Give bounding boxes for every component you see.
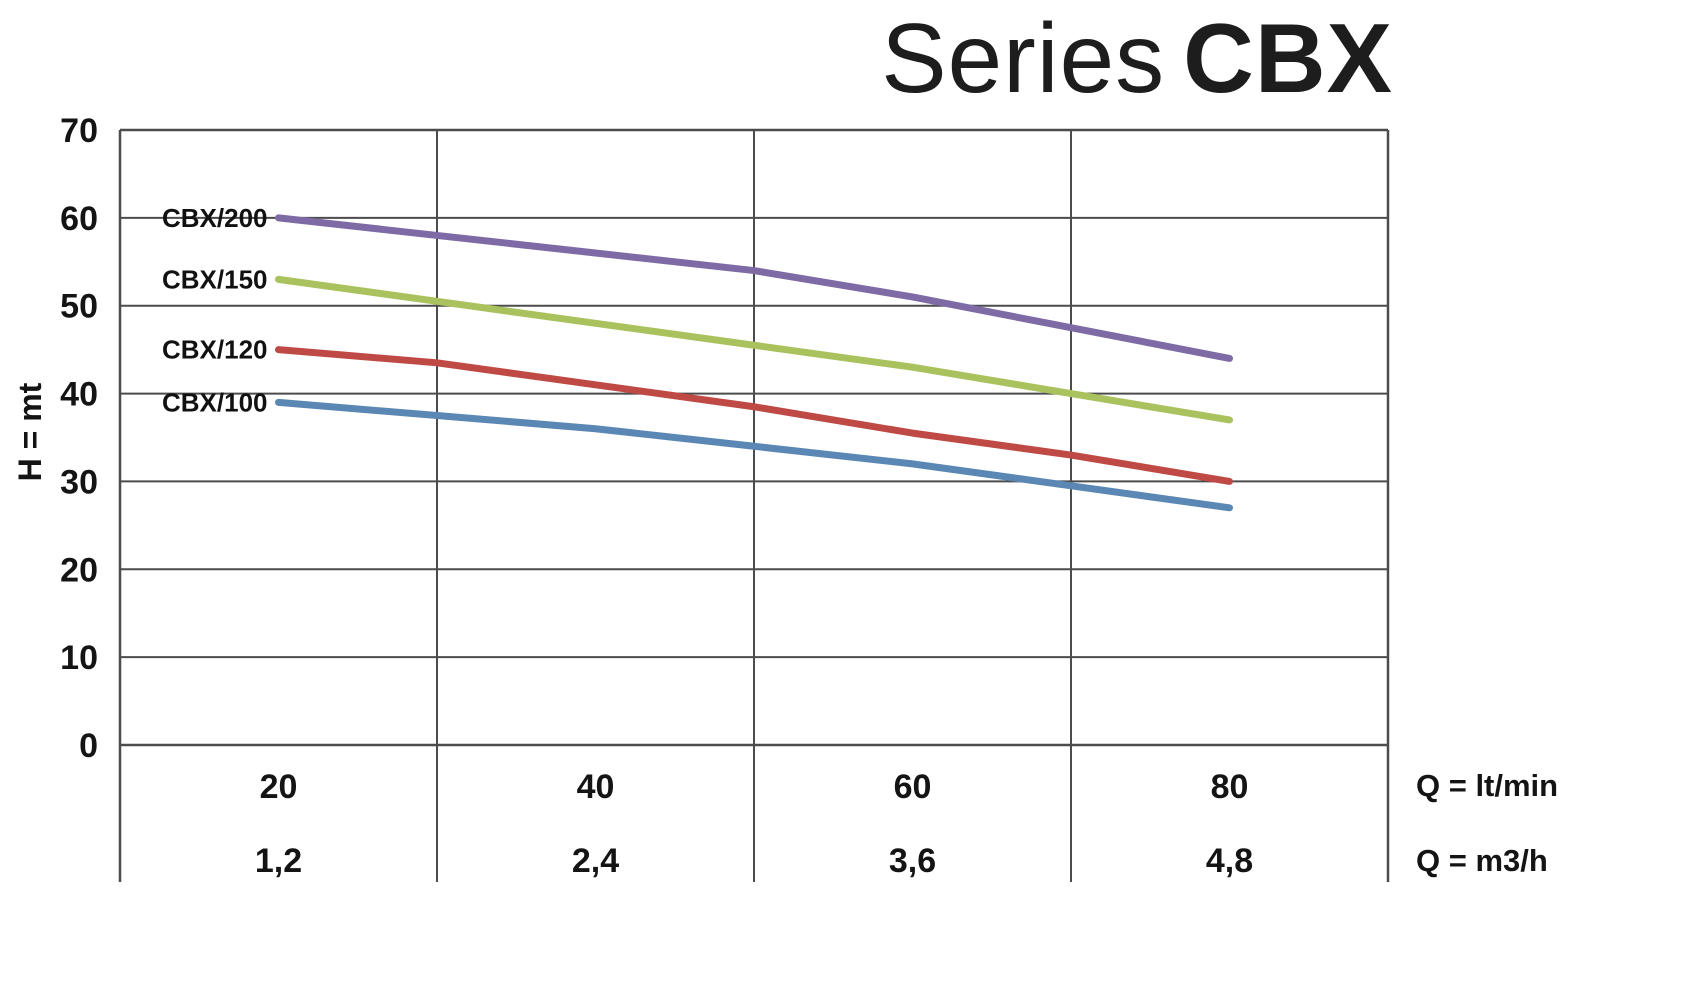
series-label-cbx-150: CBX/150 [162, 264, 268, 294]
y-tick-label: 20 [60, 551, 98, 589]
y-axis-label: H = mt [12, 382, 48, 482]
y-tick-label: 30 [60, 463, 98, 501]
series-label-cbx-100: CBX/100 [162, 387, 268, 417]
x-tick-label-ltmin: 40 [577, 768, 615, 806]
series-line-cbx-150 [275, 275, 1233, 424]
title-series-text: Series [881, 3, 1166, 113]
y-tick-label: 60 [60, 200, 98, 238]
y-tick-label: 0 [79, 727, 98, 765]
x-tick-label-ltmin: 60 [894, 768, 932, 806]
y-tick-label: 50 [60, 288, 98, 326]
y-tick-label: 70 [60, 112, 98, 150]
x-tick-label-ltmin: 20 [260, 768, 298, 806]
title-cbx-text: CBX [1183, 3, 1393, 113]
x-tick-label-m3h: 3,6 [889, 842, 936, 880]
y-tick-label: 10 [60, 639, 98, 677]
y-tick-label: 40 [60, 376, 98, 414]
chart-title: Series CBX [881, 2, 1393, 115]
series-line-cbx-100 [275, 398, 1233, 512]
series-line-cbx-200 [275, 214, 1233, 362]
x-tick-label-m3h: 2,4 [572, 842, 619, 880]
x-tick-label-m3h: 4,8 [1206, 842, 1253, 880]
series-line-cbx-120 [275, 346, 1233, 485]
x-tick-label-m3h: 1,2 [255, 842, 302, 880]
x-tick-label-ltmin: 80 [1211, 768, 1249, 806]
x-axis-unit-ltmin: Q = lt/min [1416, 768, 1559, 803]
series-label-cbx-200: CBX/200 [162, 203, 268, 233]
x-axis-unit-m3h: Q = m3/h [1416, 843, 1548, 878]
series-label-cbx-120: CBX/120 [162, 335, 268, 365]
